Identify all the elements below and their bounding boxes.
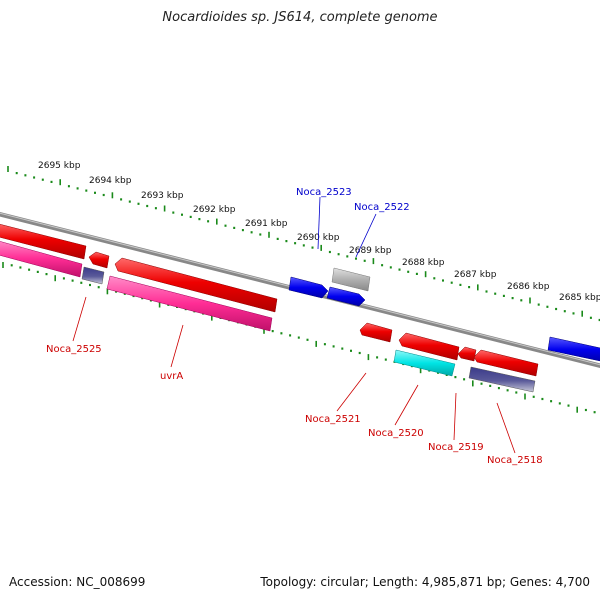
scale-label-2692: 2692 kbp bbox=[193, 205, 236, 215]
scale-label-2689: 2689 kbp bbox=[349, 246, 392, 256]
gene-noca-2522-gray[interactable] bbox=[331, 267, 371, 292]
genome-stats-text: Topology: circular; Length: 4,985,871 bp… bbox=[260, 575, 590, 589]
gene-noca-2518-navy[interactable] bbox=[468, 366, 536, 393]
gene-label-noca-2523[interactable]: Noca_2523 bbox=[296, 187, 352, 198]
gene-noca-2525-pink[interactable] bbox=[0, 240, 83, 278]
gene-noca-2519[interactable] bbox=[457, 346, 477, 362]
leader-noca-2522 bbox=[355, 213, 377, 258]
leader-uvra bbox=[170, 324, 184, 368]
gene-label-noca-2522[interactable]: Noca_2522 bbox=[354, 202, 410, 213]
leader-noca-2523 bbox=[317, 196, 321, 250]
gene-noca-2520[interactable] bbox=[398, 332, 460, 361]
gene-label-noca-2518[interactable]: Noca_2518 bbox=[487, 455, 543, 466]
gene-noca-2525-navy[interactable] bbox=[81, 266, 105, 285]
gene-label-noca-2525[interactable]: Noca_2525 bbox=[46, 344, 102, 355]
leader-noca-2521 bbox=[336, 372, 367, 412]
scale-label-2687: 2687 kbp bbox=[454, 270, 497, 280]
gene-uvra-pink[interactable] bbox=[106, 275, 273, 332]
gene-right-blue[interactable] bbox=[547, 336, 600, 362]
scale-label-2694: 2694 kbp bbox=[89, 176, 132, 186]
gene-left-red-2[interactable] bbox=[88, 251, 110, 269]
scale-label-2695: 2695 kbp bbox=[38, 161, 81, 171]
accession-text: Accession: NC_008699 bbox=[9, 575, 146, 589]
gene-label-noca-2521[interactable]: Noca_2521 bbox=[305, 414, 361, 425]
gene-noca-2518[interactable] bbox=[473, 349, 539, 377]
gene-label-uvra[interactable]: uvrA bbox=[160, 371, 183, 382]
scale-label-2688: 2688 kbp bbox=[402, 258, 445, 268]
scale-label-2685: 2685 kbp bbox=[559, 293, 600, 303]
gene-label-noca-2519[interactable]: Noca_2519 bbox=[428, 442, 484, 453]
gene-uvra[interactable] bbox=[114, 257, 278, 313]
gene-noca-2522[interactable] bbox=[326, 286, 366, 307]
gene-left-red-1[interactable] bbox=[0, 223, 87, 260]
leader-noca-2520 bbox=[394, 384, 419, 426]
leader-noca-2518 bbox=[496, 402, 516, 454]
genome-title: Nocardioides sp. JS614, complete genome bbox=[162, 10, 438, 25]
gene-noca-2521[interactable] bbox=[359, 322, 393, 343]
scale-label-2693: 2693 kbp bbox=[141, 191, 184, 201]
gene-label-noca-2520[interactable]: Noca_2520 bbox=[368, 428, 424, 439]
gene-noca-2523[interactable] bbox=[288, 276, 329, 299]
leader-noca-2525 bbox=[72, 296, 87, 342]
leader-noca-2519 bbox=[453, 392, 457, 441]
scale-label-2691: 2691 kbp bbox=[245, 219, 288, 229]
gene-noca-2520-cyan[interactable] bbox=[393, 349, 456, 377]
scale-label-2686: 2686 kbp bbox=[507, 282, 550, 292]
outer-scale-ticks bbox=[7, 166, 600, 322]
